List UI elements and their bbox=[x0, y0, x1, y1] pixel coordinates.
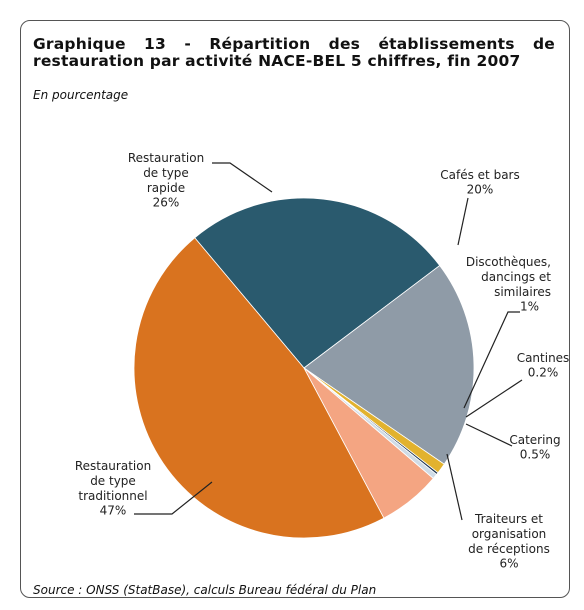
label-line: similaires bbox=[494, 285, 551, 299]
slice-label: Cantines bbox=[517, 351, 570, 365]
slice-label: Discothèques, dancings et similaires bbox=[466, 255, 551, 299]
leader-line bbox=[134, 481, 213, 515]
frame bbox=[20, 20, 570, 598]
chart-title: Graphique 13 - Répartition des établisse… bbox=[33, 35, 555, 70]
label-line: dancings et bbox=[481, 270, 551, 284]
value-label: 26% bbox=[153, 196, 180, 210]
label-line: Traiteurs et bbox=[474, 512, 543, 526]
slice-label: Restauration de type rapide bbox=[128, 151, 204, 195]
pie-slice bbox=[133, 237, 385, 539]
label-line: rapide bbox=[147, 181, 185, 195]
slice-label: Restauration de type traditionnel bbox=[75, 459, 151, 503]
value-label: 6% bbox=[499, 557, 518, 571]
label-line: Restauration bbox=[75, 459, 151, 473]
label-line: de type bbox=[90, 474, 136, 488]
chart-subtitle: En pourcentage bbox=[33, 88, 129, 102]
label-line: Restauration bbox=[128, 151, 204, 165]
value-label: 47% bbox=[100, 504, 127, 518]
label-line: Discothèques, bbox=[466, 255, 551, 269]
pie-slice bbox=[303, 265, 475, 465]
label-line: organisation bbox=[472, 527, 547, 541]
pie-slice bbox=[194, 197, 441, 369]
label-line: Catering bbox=[509, 433, 560, 447]
source-note: Source : ONSS (StatBase), calculs Bureau… bbox=[33, 583, 377, 597]
leader-line bbox=[446, 453, 463, 521]
value-label: 20% bbox=[467, 183, 494, 197]
label-line: Cafés et bars bbox=[440, 168, 519, 182]
leader-line bbox=[465, 379, 523, 418]
label-line: de type bbox=[143, 166, 189, 180]
value-label: 0.5% bbox=[520, 448, 551, 462]
label-line: Cantines bbox=[517, 351, 570, 365]
label-line: traditionnel bbox=[78, 489, 147, 503]
label-line: de réceptions bbox=[468, 542, 550, 556]
value-label: 1% bbox=[520, 300, 539, 314]
leader-line bbox=[212, 162, 273, 193]
leader-line bbox=[457, 197, 469, 246]
slice-label: Traiteurs et organisation de réceptions bbox=[468, 512, 550, 556]
leader-line bbox=[465, 423, 513, 447]
value-label: 0.2% bbox=[528, 366, 559, 380]
leader-line bbox=[463, 311, 520, 409]
slice-label: Catering bbox=[509, 433, 560, 447]
slice-label: Cafés et bars bbox=[440, 168, 519, 182]
